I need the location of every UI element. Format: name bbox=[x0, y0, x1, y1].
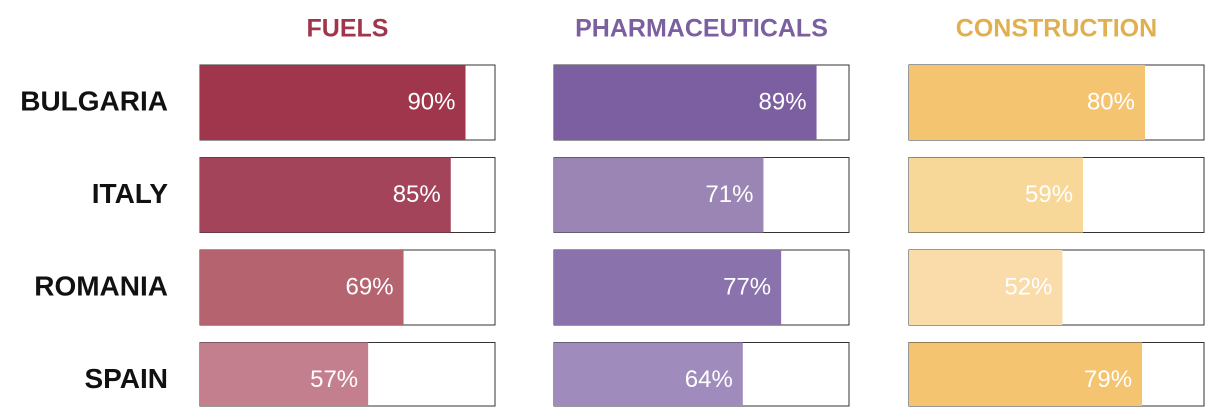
bar bbox=[200, 250, 404, 325]
bar bbox=[200, 157, 451, 233]
row-label: ITALY bbox=[92, 178, 169, 209]
bar bbox=[909, 157, 1084, 233]
bar bbox=[909, 65, 1145, 140]
bar bbox=[200, 342, 369, 406]
value-label: 69% bbox=[346, 273, 394, 300]
value-label: 71% bbox=[705, 181, 753, 208]
value-label: 64% bbox=[685, 366, 733, 393]
value-label: 52% bbox=[1004, 273, 1052, 300]
series-header: FUELS bbox=[307, 15, 389, 43]
value-label: 80% bbox=[1087, 88, 1135, 115]
bar bbox=[554, 157, 764, 233]
value-label: 79% bbox=[1084, 366, 1132, 393]
value-label: 90% bbox=[407, 88, 455, 115]
bar bbox=[909, 342, 1143, 406]
value-label: 59% bbox=[1025, 181, 1073, 208]
series-header: PHARMACEUTICALS bbox=[575, 15, 828, 43]
row-label: ROMANIA bbox=[34, 270, 168, 301]
value-label: 89% bbox=[759, 88, 807, 115]
bar bbox=[909, 250, 1063, 325]
value-label: 85% bbox=[393, 181, 441, 208]
bar bbox=[200, 65, 466, 140]
bar bbox=[554, 250, 782, 325]
row-label: SPAIN bbox=[85, 363, 169, 394]
value-label: 57% bbox=[310, 366, 358, 393]
bar bbox=[554, 342, 743, 406]
value-label: 77% bbox=[723, 273, 771, 300]
series-header: CONSTRUCTION bbox=[956, 15, 1157, 43]
row-label: BULGARIA bbox=[20, 85, 168, 116]
bar bbox=[554, 65, 817, 140]
